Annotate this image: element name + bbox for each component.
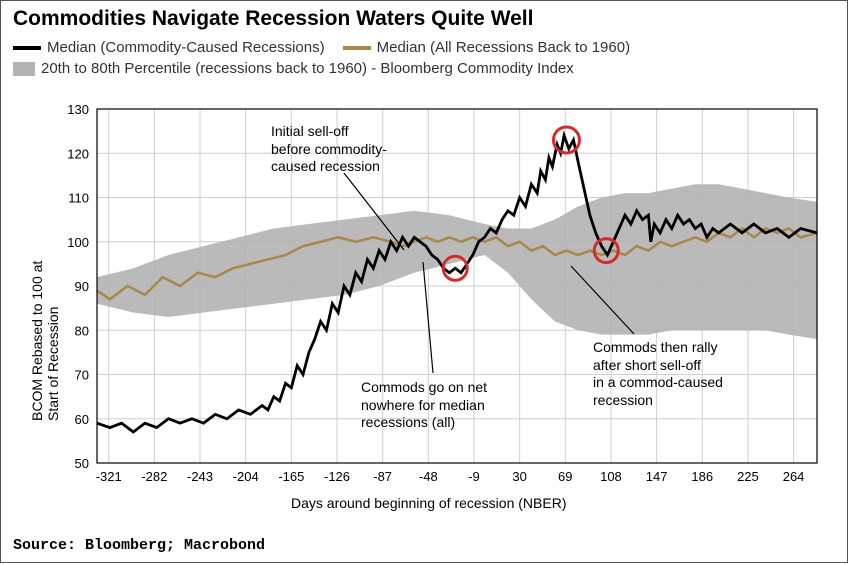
source-text: Source: Bloomberg; Macrobond	[13, 537, 265, 554]
svg-text:69: 69	[558, 469, 572, 484]
svg-text:80: 80	[75, 323, 89, 338]
x-axis-title: Days around beginning of recession (NBER…	[291, 495, 566, 511]
svg-text:108: 108	[600, 469, 622, 484]
annotation-a3: Commods then rally after short sell-off …	[593, 339, 723, 409]
chart-plot: 50 60 70 80 90 100 110 120 130 -321 -282 -243 -204 -1…	[1, 1, 848, 564]
svg-text:186: 186	[691, 469, 713, 484]
svg-text:120: 120	[67, 146, 89, 161]
svg-text:30: 30	[512, 469, 526, 484]
svg-text:110: 110	[68, 191, 89, 206]
svg-text:-321: -321	[96, 469, 122, 484]
svg-text:60: 60	[75, 412, 89, 427]
svg-text:90: 90	[75, 279, 89, 294]
svg-text:-282: -282	[141, 469, 167, 484]
svg-text:70: 70	[75, 368, 89, 383]
svg-text:-126: -126	[324, 469, 350, 484]
svg-text:-243: -243	[187, 469, 213, 484]
svg-text:50: 50	[75, 456, 89, 471]
annotation-a2: Commods go on net nowhere for median rec…	[361, 379, 487, 432]
y-axis-title: BCOM Rebased to 100 at Start of Recessio…	[29, 257, 61, 421]
svg-text:147: 147	[646, 469, 668, 484]
svg-text:100: 100	[67, 235, 89, 250]
svg-text:225: 225	[737, 469, 759, 484]
svg-text:-87: -87	[373, 469, 392, 484]
annotation-a1: Initial sell-off before commodity- cause…	[271, 123, 387, 176]
svg-text:-48: -48	[419, 469, 438, 484]
svg-text:-165: -165	[278, 469, 304, 484]
svg-text:-9: -9	[468, 469, 480, 484]
svg-text:264: 264	[783, 469, 805, 484]
svg-text:130: 130	[67, 102, 89, 117]
svg-text:-204: -204	[233, 469, 259, 484]
